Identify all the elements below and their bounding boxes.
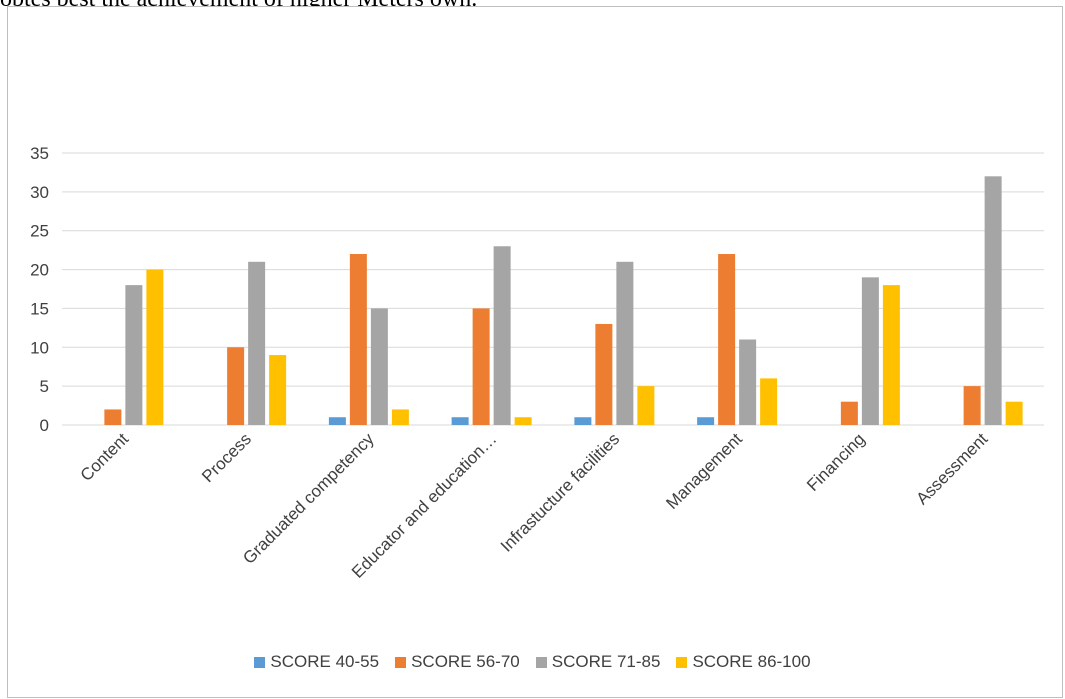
bar-3-1: [125, 285, 143, 425]
legend-swatch: [254, 656, 266, 668]
bar-2-5: [595, 323, 613, 425]
legend-item: SCORE 40-55: [254, 652, 379, 672]
bar-2-6: [718, 254, 736, 425]
bar-2-2: [227, 347, 245, 425]
bar-3-5: [616, 261, 634, 425]
legend-swatch: [535, 656, 547, 668]
bar-4-4: [514, 417, 532, 425]
bar-4-8: [1005, 401, 1023, 425]
y-tick-label: 25: [30, 222, 49, 241]
x-tick-label: Financing: [803, 429, 869, 495]
legend: SCORE 40-55 SCORE 56-70 SCORE 71-85 SCORE 8…: [0, 652, 1065, 672]
legend-item: SCORE 71-85: [535, 652, 661, 672]
bar-4-6: [760, 378, 778, 425]
y-tick-label: 5: [40, 377, 49, 396]
y-axis-ticks: 0 5 10 15 20 25 30 35: [30, 144, 49, 435]
legend-item: SCORE 56-70: [395, 652, 520, 672]
legend-label: SCORE 56-70: [411, 652, 520, 671]
legend-item: SCORE 86-100: [676, 652, 811, 672]
y-tick-label: 20: [30, 261, 49, 280]
y-tick-label: 0: [40, 416, 49, 435]
y-tick-label: 10: [30, 338, 49, 357]
bar-4-7: [882, 285, 900, 425]
legend-label: SCORE 71-85: [551, 652, 661, 671]
x-tick-label: Graduated competency: [239, 429, 378, 568]
bar-4-2: [269, 355, 287, 425]
y-tick-label: 15: [30, 299, 49, 318]
bars: [104, 176, 1023, 425]
x-tick-label: Content: [77, 429, 133, 485]
bar-1-5: [574, 417, 592, 425]
bar-3-7: [861, 277, 879, 425]
bar-1-6: [697, 417, 715, 425]
bar-3-6: [739, 339, 757, 425]
bar-1-4: [451, 417, 469, 425]
legend-label: SCORE 40-55: [270, 652, 380, 671]
bar-4-3: [391, 409, 409, 425]
bar-1-3: [328, 417, 346, 425]
x-tick-label: Management: [662, 429, 746, 513]
bar-3-3: [370, 308, 388, 425]
y-tick-label: 35: [30, 144, 49, 163]
bar-2-3: [349, 254, 367, 425]
x-tick-label: Educator and education…: [348, 429, 500, 581]
legend-swatch: [676, 656, 688, 668]
bar-3-4: [493, 246, 511, 425]
y-tick-label: 30: [30, 183, 49, 202]
x-tick-label: Assessment: [913, 429, 992, 508]
legend-swatch: [395, 656, 407, 668]
legend-label: SCORE 86-100: [692, 652, 811, 671]
bar-2-7: [840, 401, 858, 425]
gridlines: [62, 152, 1044, 426]
bar-2-4: [472, 308, 490, 425]
bar-3-2: [248, 261, 266, 425]
bar-2-1: [104, 409, 122, 425]
bar-4-1: [146, 269, 164, 425]
bar-2-8: [963, 386, 981, 425]
bar-3-8: [984, 176, 1002, 425]
x-tick-label: Process: [198, 429, 255, 486]
bar-4-5: [637, 386, 655, 425]
x-tick-label: Infrastucture facilities: [497, 429, 623, 555]
